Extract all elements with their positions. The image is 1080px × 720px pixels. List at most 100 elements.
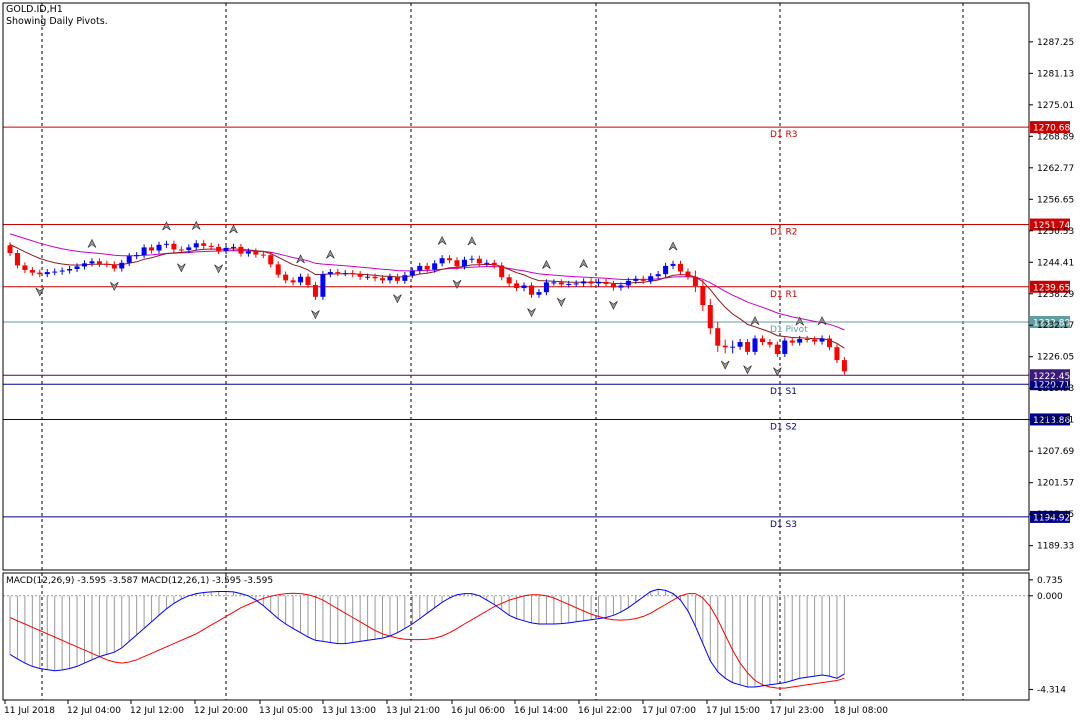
candle-body	[283, 274, 289, 281]
ma-slow-line	[9, 233, 845, 331]
candle-body	[663, 265, 669, 275]
candle-body	[141, 247, 147, 256]
candle-body	[387, 276, 393, 281]
candle-body	[633, 278, 639, 281]
candle-body	[37, 272, 43, 275]
candle-body	[610, 283, 616, 288]
candle-body	[841, 360, 847, 372]
pivot-tag-d1-r3: 1270.68	[1033, 124, 1070, 134]
time-tick-label: 11 Jul 2018	[4, 706, 55, 716]
fractal-down	[311, 310, 320, 320]
candle-body	[394, 276, 400, 281]
candle-body	[491, 262, 497, 266]
candle-body	[722, 345, 728, 348]
fractal-up	[542, 259, 551, 269]
candle-body	[655, 274, 661, 277]
candle-body	[134, 255, 140, 257]
time-tick-label: 13 Jul 05:00	[259, 706, 313, 716]
fractal-down	[720, 360, 730, 370]
candle-body	[67, 269, 73, 271]
candle-body	[812, 339, 818, 342]
macd-signal-line	[9, 592, 845, 689]
fractal-down	[393, 294, 402, 304]
candles	[7, 240, 847, 375]
macd-panel	[3, 588, 1029, 689]
candle-body	[59, 270, 65, 272]
candle-body	[417, 265, 423, 271]
time-tick-label: 16 Jul 06:00	[451, 706, 505, 716]
pivot-tag-d1-pivot: 1232.80	[1033, 319, 1070, 329]
candle-body	[759, 338, 765, 343]
candle-body	[782, 340, 788, 354]
candle-body	[201, 243, 207, 246]
candle-body	[506, 277, 512, 284]
candle-body	[156, 244, 162, 251]
fractal-down	[452, 279, 462, 289]
candle-body	[253, 251, 259, 255]
pivot-label-d1-r3: D1 R3	[770, 130, 798, 140]
candle-body	[238, 246, 244, 254]
time-tick-label: 17 Jul 15:00	[706, 706, 760, 716]
pivot-label-d1-s2: D1 S2	[770, 422, 797, 432]
pivot-label-d1-pivot: D1 Pivot	[770, 325, 808, 335]
candle-body	[797, 338, 803, 343]
fractal-down	[773, 367, 782, 377]
candle-body	[648, 276, 654, 281]
fractal-down	[110, 281, 119, 291]
price-tick-label: 1287.25	[1037, 38, 1074, 48]
candle-body	[521, 285, 527, 289]
candle-body	[640, 278, 646, 281]
candle-body	[231, 246, 236, 248]
candle-body	[625, 280, 631, 286]
time-tick-label: 12 Jul 20:00	[194, 706, 248, 716]
candle-body	[245, 251, 251, 254]
candle-body	[312, 284, 318, 297]
candle-body	[342, 273, 348, 275]
price-tick-label: 1244.41	[1037, 258, 1074, 268]
price-tick-label: 1250.53	[1037, 227, 1074, 237]
price-tick-label: 1213.81	[1037, 416, 1074, 426]
candle-body	[223, 247, 229, 251]
candle-body	[402, 275, 408, 281]
price-tick-label: 1219.93	[1037, 384, 1074, 394]
pivot-tag-bg-d1-r2	[1030, 218, 1070, 231]
candle-body	[29, 270, 35, 273]
time-tick-label: 13 Jul 21:00	[386, 706, 440, 716]
fractals	[35, 220, 827, 377]
price-tick-label: 1281.13	[1037, 69, 1074, 79]
price-tick-label: 1226.05	[1037, 353, 1074, 363]
candle-body	[357, 274, 363, 277]
fractal-down	[527, 308, 536, 318]
candle-body	[365, 276, 371, 278]
candle-body	[52, 271, 58, 273]
current-price-tag-bg	[1030, 369, 1070, 382]
candle-body	[216, 246, 222, 251]
candle-body	[692, 276, 698, 286]
candle-body	[469, 258, 475, 260]
fractal-up	[191, 220, 201, 230]
candle-body	[737, 342, 743, 347]
fractal-down	[609, 301, 618, 310]
candle-body	[119, 262, 125, 269]
candle-body	[685, 271, 691, 277]
fractal-down	[35, 287, 45, 297]
time-tick-label: 13 Jul 13:00	[322, 706, 376, 716]
candle-body	[543, 282, 549, 293]
pivot-tag-d1-r2: 1251.74	[1033, 221, 1070, 231]
pivot-tag-d1-s1: 1220.71	[1033, 381, 1070, 391]
price-tick-label: 1232.17	[1037, 321, 1074, 331]
fractal-down	[743, 365, 752, 375]
candle-body	[603, 281, 609, 284]
candle-body	[298, 276, 304, 283]
candle-body	[715, 328, 721, 346]
pivot-tag-bg-d1-r1	[1030, 280, 1070, 293]
candle-body	[171, 243, 177, 250]
pivot-tag-d1-s3: 1194.92	[1033, 513, 1070, 523]
candle-body	[96, 261, 102, 264]
candle-body	[774, 344, 780, 354]
candle-body	[618, 285, 624, 288]
fractal-up	[668, 241, 678, 251]
fractal-up	[817, 316, 827, 325]
